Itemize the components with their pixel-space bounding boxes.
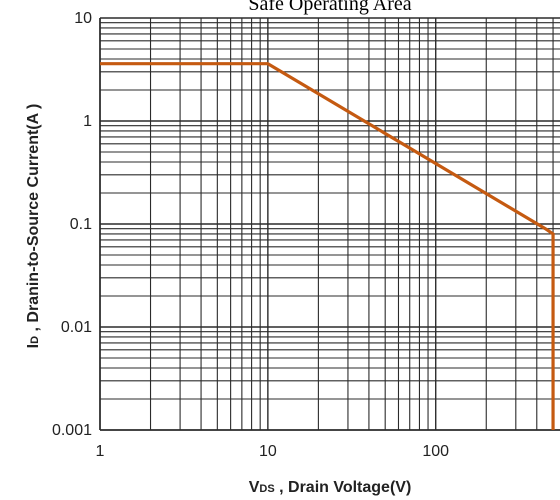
grid bbox=[99, 17, 560, 431]
y-tick-label: 1 bbox=[83, 113, 92, 130]
x-axis-label-sub: DS bbox=[259, 483, 274, 495]
y-tick-label: 10 bbox=[74, 10, 92, 27]
x-tick-label: 1 bbox=[96, 443, 105, 460]
x-tick-labels: 1 10 100 bbox=[96, 443, 450, 460]
y-tick-label: 0.01 bbox=[61, 319, 92, 336]
x-axis-label-rest: , Drain Voltage(V) bbox=[275, 479, 412, 496]
soa-curve bbox=[100, 62, 555, 430]
x-tick-label: 10 bbox=[259, 443, 277, 460]
y-tick-label: 0.1 bbox=[70, 216, 92, 233]
y-axis-label-rest: , Dranin-to-Source Current(A ) bbox=[25, 104, 42, 336]
y-axis-label-sub: D bbox=[29, 336, 41, 344]
series-layer bbox=[100, 62, 555, 430]
chart-title: Safe Operating Area bbox=[248, 0, 411, 15]
y-tick-label: 0.001 bbox=[52, 422, 92, 439]
plot-frame bbox=[99, 18, 560, 431]
x-axis-label-main: V bbox=[249, 479, 260, 496]
y-tick-labels: 0.001 0.01 0.1 1 10 bbox=[52, 10, 92, 439]
x-axis-label: VDS , Drain Voltage(V) bbox=[249, 479, 412, 496]
x-tick-label: 100 bbox=[422, 443, 449, 460]
y-axis-label: ID , Dranin-to-Source Current(A ) bbox=[25, 104, 42, 349]
y-axis-label-main: I bbox=[25, 344, 42, 348]
